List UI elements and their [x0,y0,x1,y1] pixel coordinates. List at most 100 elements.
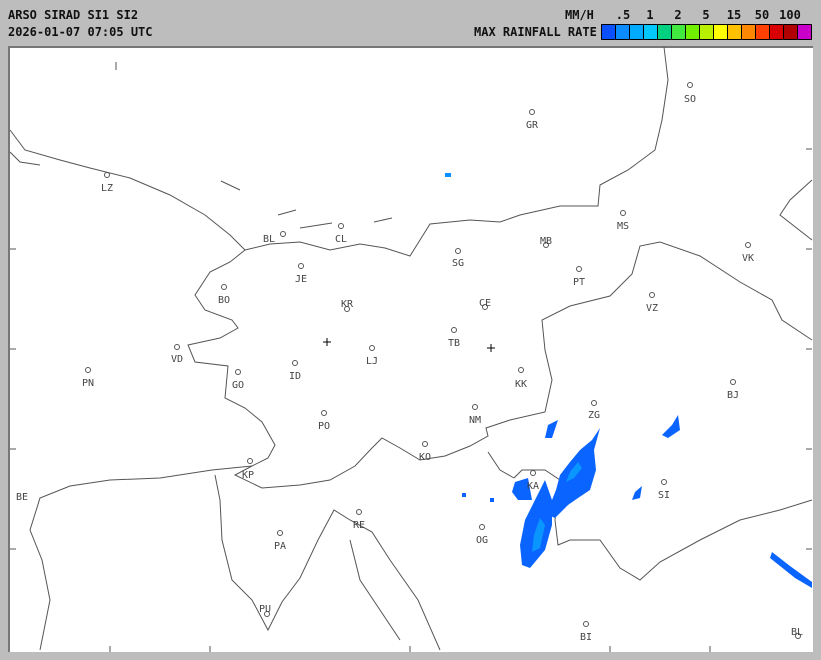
city-marker-icon [529,109,535,115]
radar-site-markers [323,338,495,352]
rain-cell [490,498,494,502]
city-marker-icon [280,231,286,237]
city-marker-icon [451,327,457,333]
product-title: ARSO SIRAD SI1 SI2 [8,8,139,22]
city-label: BL [791,627,803,638]
city-label: PU [259,604,271,615]
city-marker-icon [338,223,344,229]
city-marker-icon [321,410,327,416]
legend-tick: 100 [779,8,801,22]
border-line [779,179,813,241]
city-marker-icon [576,266,582,272]
city-marker-icon [104,172,110,178]
city-label: ZG [588,410,600,421]
city-marker-icon [482,304,488,310]
city-label: MB [540,236,552,247]
scale-swatch [658,25,672,39]
city-label: PO [318,421,330,432]
city-label: VK [742,253,754,264]
border-line [373,217,393,223]
rain-cell [520,480,552,568]
city-marker-icon [264,611,270,617]
city-marker-icon [85,367,91,373]
city-marker-icon [661,479,667,485]
city-marker-icon [455,248,461,254]
city-label: BL [263,234,275,245]
city-markers: SO GR LZ BL CL MS MB VK SG JE PT BO VZ KR CE TB VD LJ ID PN… [16,82,803,643]
border-line [513,469,813,581]
legend-tick: 15 [726,8,742,22]
border-line [299,222,333,229]
scale-swatch [700,25,714,39]
rain-cell [445,173,451,177]
rain-cell [632,486,642,500]
city-marker-icon [583,621,589,627]
rain-cell [462,493,466,497]
city-label: GR [526,120,539,131]
border-line [349,539,401,641]
border-line [187,249,276,467]
scale-swatch [714,25,728,39]
scale-swatch [728,25,742,39]
timestamp: 2026-01-07 07:05 UTC [8,25,153,39]
city-marker-icon [292,360,298,366]
scale-swatch [742,25,756,39]
rain-cell [662,415,680,438]
legend-tick: 1 [646,8,654,22]
radar-map[interactable] [8,46,813,652]
scale-swatch [630,25,644,39]
legend-tick: 50 [754,8,770,22]
rain-cell [770,552,812,588]
city-marker-icon [247,458,253,464]
city-label: SG [452,258,464,269]
city-marker-icon [745,242,751,248]
city-label: JE [295,274,307,285]
legend-tick: .5 [615,8,631,22]
city-label: BE [16,492,28,503]
city-label: BI [580,632,592,643]
city-label: LZ [101,183,113,194]
city-label: BJ [727,390,739,401]
border-line [214,474,441,651]
city-marker-icon [174,344,180,350]
rain-cell [532,518,545,552]
city-label: VD [171,354,183,365]
border-line [277,209,297,216]
city-marker-icon [344,306,350,312]
city-label: CE [479,298,491,309]
city-label: BO [218,295,230,306]
scale-swatch [672,25,686,39]
city-marker-icon [730,379,736,385]
city-marker-icon [221,284,227,290]
city-marker-icon [479,524,485,530]
city-label: KA [527,481,539,492]
city-marker-icon [369,345,375,351]
border-line [9,151,41,166]
city-label: LJ [366,356,378,367]
borders [9,46,813,651]
city-label: OG [476,535,488,546]
scale-swatch [756,25,770,39]
border-line [29,465,253,651]
city-label: SO [684,94,696,105]
city-marker-icon [298,263,304,269]
city-marker-icon [356,509,362,515]
city-label: KR [341,299,354,310]
city-label: MS [617,221,629,232]
radar-site-icon [487,344,495,352]
city-marker-icon [235,369,241,375]
city-marker-icon [687,82,693,88]
city-marker-icon [472,404,478,410]
scale-swatch [798,25,811,39]
city-label: TB [448,338,460,349]
scale-swatch [784,25,798,39]
legend-title: MAX RAINFALL RATE [474,25,597,39]
city-label: KK [515,379,527,390]
legend-tick: 2 [674,8,682,22]
city-marker-icon [591,400,597,406]
city-label: PT [573,277,585,288]
city-label: GO [232,380,244,391]
rain-cell [545,420,558,438]
city-marker-icon [422,441,428,447]
border-line [233,241,813,489]
